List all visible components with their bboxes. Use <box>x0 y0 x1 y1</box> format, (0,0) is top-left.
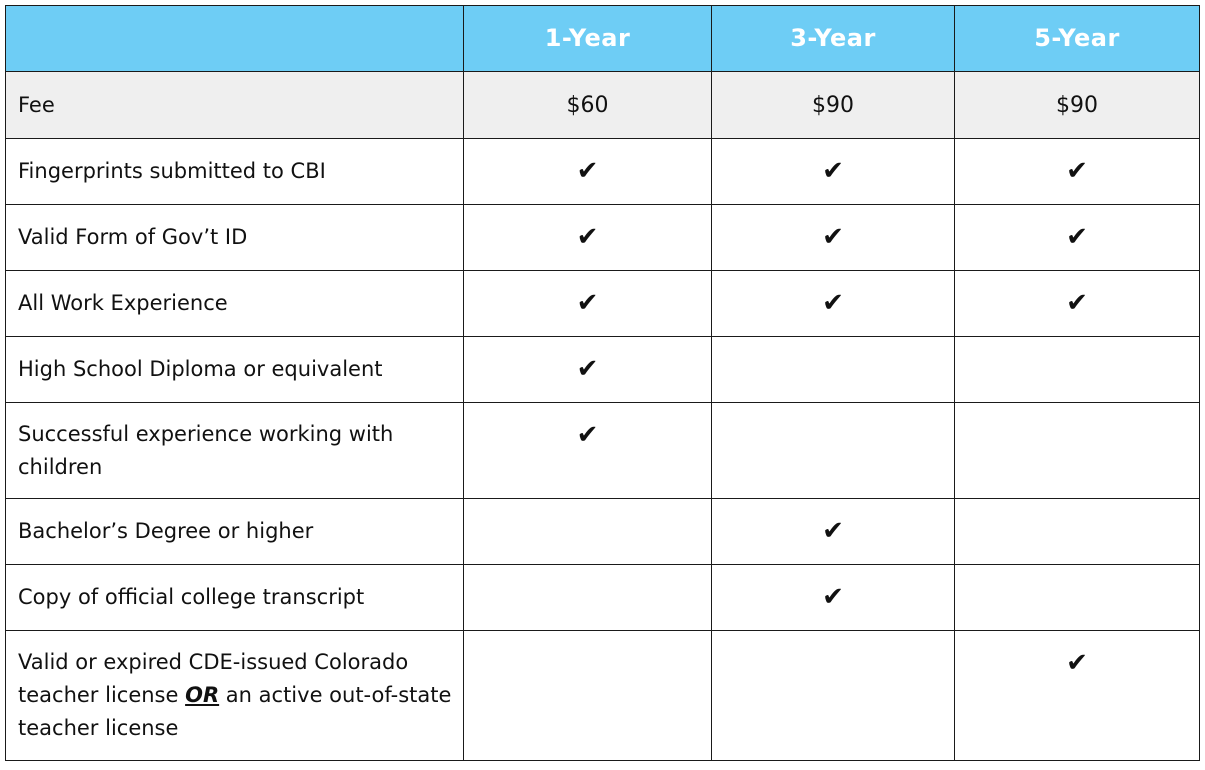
label-part1: Valid or expired CDE-issued Colorado tea… <box>18 650 409 707</box>
checkmark-icon: ✔ <box>1066 221 1088 252</box>
header-corner-cell <box>5 5 464 72</box>
header-1-year: 1-Year <box>463 5 712 72</box>
table-row: Fingerprints submitted to CBI ✔ ✔ ✔ <box>5 138 1200 205</box>
cell-1-year: ✔ <box>463 204 712 271</box>
checkmark-icon: ✔ <box>1066 648 1088 678</box>
cell-1-year <box>463 630 712 761</box>
table-row: All Work Experience ✔ ✔ ✔ <box>5 270 1200 337</box>
cell-5-year: ✔ <box>954 138 1200 205</box>
cell-3-year: ✔ <box>711 270 955 337</box>
or-emphasis: OR <box>185 683 220 707</box>
cell-5-year: ✔ <box>954 630 1200 761</box>
cell-5-year: ✔ <box>954 204 1200 271</box>
cell-5-year <box>954 336 1200 403</box>
row-label: Successful experience working with child… <box>5 402 464 499</box>
checkmark-icon: ✔ <box>576 353 599 384</box>
cell-3-year <box>711 402 955 499</box>
checkmark-icon: ✔ <box>576 221 599 252</box>
header-3-year: 3-Year <box>711 5 955 72</box>
cell-3-year <box>711 336 955 403</box>
table-row: High School Diploma or equivalent ✔ <box>5 336 1200 403</box>
checkmark-icon: ✔ <box>822 581 844 612</box>
cell-5-year <box>954 498 1200 565</box>
row-label: Copy of official college transcript <box>5 564 464 631</box>
row-label: All Work Experience <box>5 270 464 337</box>
label-part2: an active out-of-state teacher license <box>18 683 452 740</box>
table-row: Valid Form of Gov’t ID ✔ ✔ ✔ <box>5 204 1200 271</box>
cell-3-year <box>711 630 955 761</box>
checkmark-icon: ✔ <box>576 155 599 186</box>
checkmark-icon: ✔ <box>822 515 844 546</box>
fee-1-year: $60 <box>463 71 712 139</box>
cell-1-year <box>463 498 712 565</box>
cell-3-year: ✔ <box>711 564 955 631</box>
checkmark-icon: ✔ <box>822 155 844 186</box>
checkmark-icon: ✔ <box>1066 155 1088 186</box>
fee-label: Fee <box>5 71 464 139</box>
row-label: Bachelor’s Degree or higher <box>5 498 464 565</box>
license-comparison-table-wrapper: 1-Year 3-Year 5-Year Fee $60 $90 $90 Fin… <box>5 5 1200 761</box>
fee-row: Fee $60 $90 $90 <box>5 71 1200 139</box>
row-label: Valid Form of Gov’t ID <box>5 204 464 271</box>
checkmark-icon: ✔ <box>822 221 844 252</box>
header-row: 1-Year 3-Year 5-Year <box>5 5 1200 72</box>
checkmark-icon: ✔ <box>576 420 599 450</box>
table-row: Bachelor’s Degree or higher ✔ <box>5 498 1200 565</box>
checkmark-icon: ✔ <box>1066 287 1088 318</box>
cell-5-year <box>954 564 1200 631</box>
table-row-teacher-license: Valid or expired CDE-issued Colorado tea… <box>5 630 1200 761</box>
cell-3-year: ✔ <box>711 204 955 271</box>
cell-1-year: ✔ <box>463 336 712 403</box>
fee-5-year: $90 <box>954 71 1200 139</box>
license-comparison-table: 1-Year 3-Year 5-Year Fee $60 $90 $90 Fin… <box>5 5 1200 761</box>
fee-3-year: $90 <box>711 71 955 139</box>
cell-3-year: ✔ <box>711 138 955 205</box>
row-label: Valid or expired CDE-issued Colorado tea… <box>5 630 464 761</box>
cell-1-year: ✔ <box>463 270 712 337</box>
checkmark-icon: ✔ <box>822 287 844 318</box>
header-5-year: 5-Year <box>954 5 1200 72</box>
row-label: High School Diploma or equivalent <box>5 336 464 403</box>
cell-5-year <box>954 402 1200 499</box>
cell-3-year: ✔ <box>711 498 955 565</box>
table-row: Copy of official college transcript ✔ <box>5 564 1200 631</box>
cell-1-year: ✔ <box>463 402 712 499</box>
cell-1-year: ✔ <box>463 138 712 205</box>
cell-5-year: ✔ <box>954 270 1200 337</box>
row-label: Fingerprints submitted to CBI <box>5 138 464 205</box>
cell-1-year <box>463 564 712 631</box>
table-row: Successful experience working with child… <box>5 402 1200 499</box>
checkmark-icon: ✔ <box>576 287 599 318</box>
